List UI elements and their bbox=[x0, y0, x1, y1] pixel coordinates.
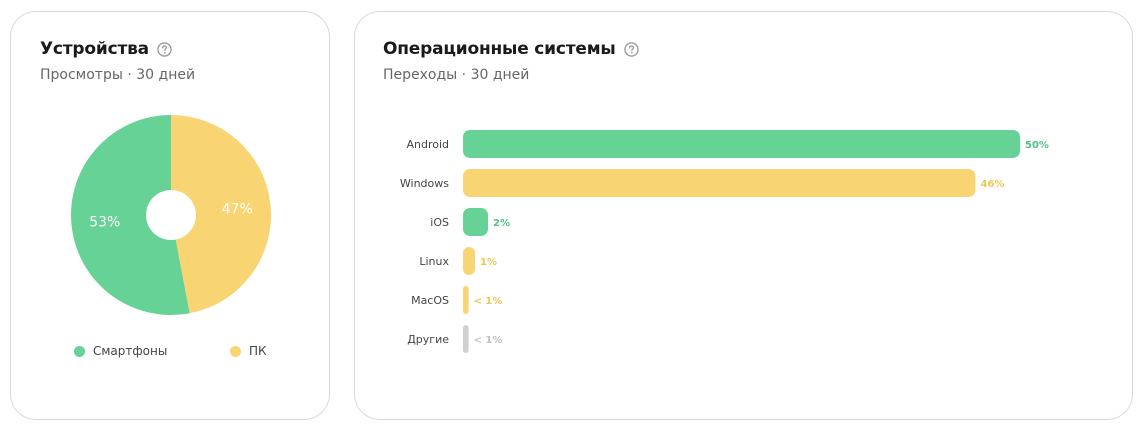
devices-title-row: Устройства bbox=[40, 39, 172, 59]
bar-value-label: < 1% bbox=[474, 296, 503, 307]
devices-card: Устройства Просмотры · 30 дней 53% 47% См… bbox=[10, 11, 330, 420]
bar-category-label: Linux bbox=[419, 255, 449, 268]
question-circle-icon[interactable] bbox=[157, 41, 172, 57]
bar-value-label: < 1% bbox=[474, 335, 503, 346]
devices-title: Устройства bbox=[40, 39, 149, 59]
donut-slice-pc[interactable] bbox=[171, 115, 271, 314]
bar-value-label: 46% bbox=[980, 179, 1004, 190]
devices-subtitle: Просмотры · 30 дней bbox=[40, 67, 196, 83]
legend-item-pc: ПК bbox=[230, 344, 267, 358]
bar-ios[interactable] bbox=[463, 208, 488, 236]
bar-android[interactable] bbox=[463, 130, 1020, 158]
legend-item-smartphones: Смартфоны bbox=[74, 344, 167, 358]
os-bar-chart: Android 50% Windows 46% iOS 2% Linux 1% MacOS < 1… bbox=[400, 130, 1049, 353]
donut-label-pc: 47% bbox=[222, 202, 253, 218]
bar-category-label: iOS bbox=[430, 216, 449, 229]
question-circle-icon[interactable] bbox=[623, 41, 639, 57]
legend-swatch-pc bbox=[230, 345, 241, 357]
donut-slice-smartphones[interactable] bbox=[70, 115, 190, 315]
os-card: Операционные системы Переходы · 30 дней … bbox=[354, 11, 1133, 420]
bar-category-label: Android bbox=[406, 138, 449, 151]
bar-category-label: Другие bbox=[407, 333, 449, 346]
os-title: Операционные системы bbox=[383, 39, 616, 59]
os-title-row: Операционные системы bbox=[383, 39, 639, 59]
bar-category-label: Windows bbox=[400, 177, 449, 190]
bar-другие[interactable] bbox=[463, 325, 469, 353]
bar-value-label: 2% bbox=[493, 218, 510, 229]
bar-value-label: 1% bbox=[480, 257, 497, 268]
os-subtitle: Переходы · 30 дней bbox=[383, 67, 530, 83]
donut-label-smartphones: 53% bbox=[89, 214, 120, 230]
bar-linux[interactable] bbox=[463, 247, 475, 275]
legend-swatch-smartphones bbox=[74, 345, 85, 357]
legend-label-smartphones: Смартфоны bbox=[93, 344, 168, 358]
legend-label-pc: ПК bbox=[249, 344, 267, 358]
devices-donut-chart: 53% 47% bbox=[70, 115, 271, 315]
bar-category-label: MacOS bbox=[411, 294, 449, 307]
bar-windows[interactable] bbox=[463, 169, 976, 197]
bar-value-label: 50% bbox=[1025, 140, 1049, 151]
bar-macos[interactable] bbox=[463, 286, 469, 314]
